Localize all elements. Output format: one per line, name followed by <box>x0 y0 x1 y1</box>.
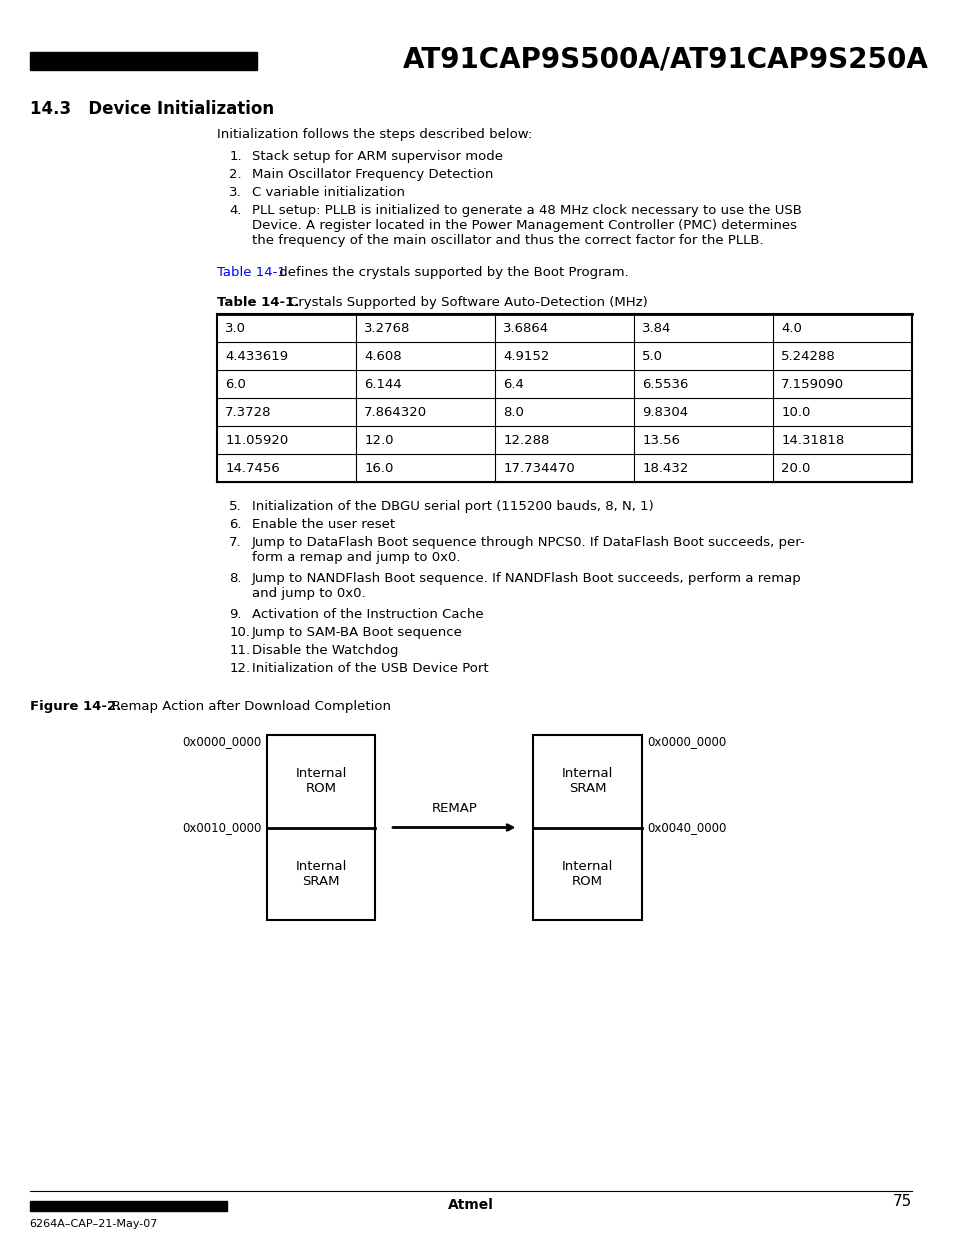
Text: 12.0: 12.0 <box>364 433 394 447</box>
Text: Figure 14-2.: Figure 14-2. <box>30 700 121 713</box>
Text: 12.288: 12.288 <box>503 433 549 447</box>
Text: 13.56: 13.56 <box>641 433 679 447</box>
Text: Internal
ROM: Internal ROM <box>294 767 346 795</box>
Text: 6.0: 6.0 <box>225 378 246 390</box>
Text: 7.159090: 7.159090 <box>781 378 843 390</box>
Text: 11.05920: 11.05920 <box>225 433 288 447</box>
Text: 4.9152: 4.9152 <box>503 350 549 363</box>
Text: 8.0: 8.0 <box>503 405 523 419</box>
Text: 3.0: 3.0 <box>225 321 246 335</box>
Text: 4.0: 4.0 <box>781 321 801 335</box>
Text: 7.3728: 7.3728 <box>225 405 272 419</box>
Text: PLL setup: PLLB is initialized to generate a 48 MHz clock necessary to use the U: PLL setup: PLLB is initialized to genera… <box>252 204 801 247</box>
Text: Jump to DataFlash Boot sequence through NPCS0. If DataFlash Boot succeeds, per-
: Jump to DataFlash Boot sequence through … <box>252 536 804 564</box>
Text: C variable initialization: C variable initialization <box>252 186 404 199</box>
Text: Table 14-1.: Table 14-1. <box>217 296 299 309</box>
Text: 9.: 9. <box>229 608 241 621</box>
Text: 3.84: 3.84 <box>641 321 671 335</box>
Text: 0x0000_0000: 0x0000_0000 <box>646 735 725 748</box>
Text: AT91CAP9S500A/AT91CAP9S250A: AT91CAP9S500A/AT91CAP9S250A <box>402 46 927 74</box>
Bar <box>30 52 256 70</box>
Text: defines the crystals supported by the Boot Program.: defines the crystals supported by the Bo… <box>274 266 628 279</box>
Text: 14.7456: 14.7456 <box>225 462 279 474</box>
Text: 5.: 5. <box>229 500 241 513</box>
Text: 17.734470: 17.734470 <box>503 462 575 474</box>
Bar <box>30 1200 227 1212</box>
Text: 9.8304: 9.8304 <box>641 405 688 419</box>
Text: Internal
ROM: Internal ROM <box>561 860 613 888</box>
Text: 10.: 10. <box>229 626 250 638</box>
Text: Remap Action after Download Completion: Remap Action after Download Completion <box>99 700 391 713</box>
Text: 6.4: 6.4 <box>503 378 523 390</box>
Text: 7.: 7. <box>229 536 241 550</box>
Text: Jump to SAM-BA Boot sequence: Jump to SAM-BA Boot sequence <box>252 626 462 638</box>
Text: Main Oscillator Frequency Detection: Main Oscillator Frequency Detection <box>252 168 493 182</box>
Text: 14.3   Device Initialization: 14.3 Device Initialization <box>30 100 274 119</box>
Text: 0x0040_0000: 0x0040_0000 <box>646 821 725 834</box>
Text: Crystals Supported by Software Auto-Detection (MHz): Crystals Supported by Software Auto-Dete… <box>272 296 647 309</box>
Text: 1.: 1. <box>229 149 241 163</box>
Text: 8.: 8. <box>229 572 241 585</box>
Text: 10.0: 10.0 <box>781 405 810 419</box>
Text: Initialization follows the steps described below:: Initialization follows the steps describ… <box>217 128 532 141</box>
Text: 4.608: 4.608 <box>364 350 401 363</box>
Text: 0x0010_0000: 0x0010_0000 <box>182 821 261 834</box>
Text: 16.0: 16.0 <box>364 462 394 474</box>
Text: 75: 75 <box>892 1194 911 1209</box>
Text: Jump to NANDFlash Boot sequence. If NANDFlash Boot succeeds, perform a remap
and: Jump to NANDFlash Boot sequence. If NAND… <box>252 572 801 600</box>
Text: Internal
SRAM: Internal SRAM <box>294 860 346 888</box>
Text: 18.432: 18.432 <box>641 462 688 474</box>
Text: Internal
SRAM: Internal SRAM <box>561 767 613 795</box>
Text: Stack setup for ARM supervisor mode: Stack setup for ARM supervisor mode <box>252 149 502 163</box>
Text: 7.864320: 7.864320 <box>364 405 427 419</box>
Text: 5.24288: 5.24288 <box>781 350 835 363</box>
Text: 3.: 3. <box>229 186 241 199</box>
Text: REMAP: REMAP <box>431 803 476 815</box>
Text: 6.: 6. <box>229 517 241 531</box>
Text: 3.2768: 3.2768 <box>364 321 410 335</box>
Text: 4.433619: 4.433619 <box>225 350 288 363</box>
Text: 6264A–CAP–21-May-07: 6264A–CAP–21-May-07 <box>30 1219 158 1229</box>
Text: 6.144: 6.144 <box>364 378 401 390</box>
Text: 4.: 4. <box>229 204 241 217</box>
Text: Initialization of the USB Device Port: Initialization of the USB Device Port <box>252 662 488 676</box>
Text: Enable the user reset: Enable the user reset <box>252 517 395 531</box>
Text: Atmel: Atmel <box>448 1198 494 1212</box>
Text: 2.: 2. <box>229 168 241 182</box>
Bar <box>533 735 641 920</box>
Text: 14.31818: 14.31818 <box>781 433 843 447</box>
Text: Table 14-1: Table 14-1 <box>217 266 286 279</box>
Text: 0x0000_0000: 0x0000_0000 <box>182 735 261 748</box>
Bar <box>266 735 375 920</box>
Text: 3.6864: 3.6864 <box>503 321 549 335</box>
Text: 11.: 11. <box>229 643 250 657</box>
Text: Activation of the Instruction Cache: Activation of the Instruction Cache <box>252 608 483 621</box>
Text: 20.0: 20.0 <box>781 462 810 474</box>
Text: Initialization of the DBGU serial port (115200 bauds, 8, N, 1): Initialization of the DBGU serial port (… <box>252 500 653 513</box>
Text: 6.5536: 6.5536 <box>641 378 688 390</box>
Text: 5.0: 5.0 <box>641 350 662 363</box>
Text: 12.: 12. <box>229 662 250 676</box>
Text: Disable the Watchdog: Disable the Watchdog <box>252 643 398 657</box>
